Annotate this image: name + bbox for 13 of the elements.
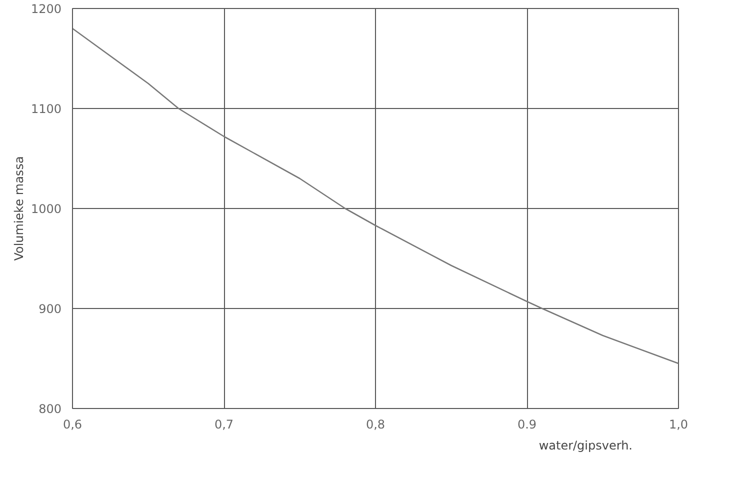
- y-tick-label: 1000: [30, 202, 62, 216]
- x-tick-label: 0,8: [366, 418, 386, 432]
- y-tick-label: 800: [38, 402, 62, 416]
- y-tick-label: 1100: [30, 102, 62, 116]
- line-series: [72, 28, 678, 364]
- x-axis-title: water/gipsverh.: [538, 438, 633, 452]
- x-tick-label: 1,0: [668, 418, 688, 432]
- y-tick-label: 1200: [30, 2, 62, 16]
- x-tick-label: 0,7: [214, 418, 234, 432]
- x-tick-label: 0.9: [517, 418, 537, 432]
- x-tick-label: 0,6: [62, 418, 82, 432]
- y-tick-label: 900: [38, 302, 62, 316]
- y-axis-title: Volumieke massa: [12, 156, 26, 261]
